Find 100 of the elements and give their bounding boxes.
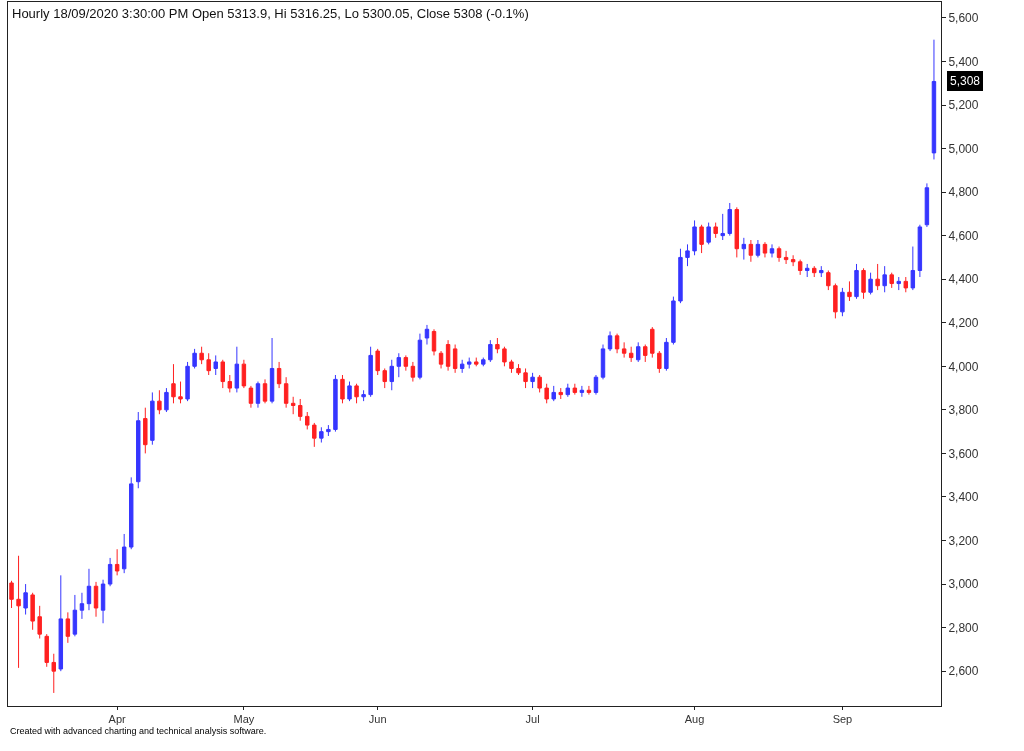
- candlestick: [220, 359, 225, 389]
- candlestick: [178, 381, 183, 404]
- candlestick: [206, 352, 211, 376]
- candlestick: [671, 296, 676, 346]
- candlestick: [488, 339, 493, 363]
- candlestick: [896, 276, 901, 291]
- candlestick: [819, 265, 824, 278]
- candlestick: [23, 583, 28, 616]
- candlestick: [706, 222, 711, 245]
- candlestick: [354, 383, 359, 404]
- candlestick: [565, 383, 571, 398]
- candlestick: [495, 337, 500, 354]
- y-tick-label: 4,000: [948, 359, 979, 374]
- x-tick-label: Apr: [108, 713, 127, 726]
- candlestick: [107, 557, 113, 587]
- candlestick: [628, 346, 634, 363]
- candlestick: [262, 378, 268, 404]
- candlestick: [241, 359, 247, 389]
- candlestick: [30, 592, 35, 631]
- candlestick: [283, 376, 289, 409]
- candlestick: [474, 357, 479, 367]
- x-tick-label: Jul: [525, 713, 540, 726]
- y-tick-label: 5,400: [948, 54, 979, 69]
- candlestick: [931, 39, 937, 160]
- y-tick-label: 2,800: [948, 620, 979, 635]
- text: Created with advanced charting and technical analysis software.: [10, 726, 267, 736]
- candlestick: [741, 237, 747, 261]
- candlestick: [558, 387, 563, 400]
- candlestick: [417, 333, 423, 380]
- y-tick-label: 4,600: [948, 228, 979, 243]
- candlestick: [37, 605, 42, 639]
- candlestick: [572, 383, 578, 396]
- candlestick: [804, 263, 810, 278]
- candlestick: [537, 374, 542, 393]
- candlestick: [664, 337, 669, 372]
- candlestick: [51, 653, 56, 694]
- candlestick: [826, 269, 831, 291]
- candlestick: [248, 385, 254, 409]
- candlestick: [586, 385, 592, 396]
- candlestick: [650, 326, 655, 359]
- candlestick: [58, 574, 64, 672]
- candlestick: [276, 361, 282, 389]
- candlestick: [635, 341, 641, 363]
- candlestick: [171, 363, 176, 404]
- candlestick: [713, 222, 718, 239]
- candlestick: [614, 333, 620, 354]
- candlestick: [290, 396, 296, 415]
- candlestick: [438, 350, 444, 369]
- candlestick: [129, 476, 134, 550]
- candlestick: [509, 359, 514, 374]
- candlestick: [523, 367, 528, 389]
- candlestick: [65, 611, 71, 644]
- candlestick: [889, 272, 894, 289]
- candlestick: [368, 346, 373, 398]
- y-tick-label: 4,200: [948, 315, 979, 330]
- candlestick: [833, 283, 838, 319]
- y-tick-label: 3,600: [948, 446, 979, 461]
- y-tick-label: 5,000: [948, 141, 979, 156]
- candlestick: [79, 592, 85, 620]
- candlestick: [424, 324, 430, 346]
- x-tick-label: Sep: [832, 713, 853, 726]
- candlestick: [910, 246, 916, 291]
- candlestick: [410, 361, 416, 383]
- candlestick: [121, 533, 127, 574]
- candlestick: [812, 265, 817, 278]
- candlestick: [903, 276, 909, 293]
- candlestick: [502, 346, 507, 367]
- candlestick: [685, 243, 690, 267]
- candlestick: [854, 263, 859, 300]
- candlestick: [755, 239, 761, 258]
- candlestick: [776, 246, 782, 263]
- candlestick: [657, 350, 662, 374]
- candlestick: [445, 339, 451, 372]
- candlestick: [875, 263, 880, 291]
- candlestick: [213, 354, 218, 376]
- candlestick: [699, 224, 704, 254]
- candlestick: [607, 330, 613, 352]
- candlestick: [579, 385, 585, 398]
- candlestick: [157, 389, 162, 415]
- candlestick: [16, 555, 21, 669]
- candlestick: [319, 426, 324, 444]
- candlestick: [917, 224, 923, 278]
- candlestick: [164, 387, 169, 413]
- candlestick: [882, 265, 887, 293]
- y-tick-label: 2,600: [948, 664, 979, 679]
- candlestick: [143, 407, 148, 454]
- candlestick: [361, 389, 366, 402]
- y-tick-label: 5,200: [948, 98, 979, 113]
- candlestick: [333, 374, 338, 433]
- candlestick: [530, 372, 535, 389]
- candlestick: [769, 243, 775, 258]
- y-tick-label: 4,400: [948, 272, 979, 287]
- x-tick-label: May: [233, 713, 255, 726]
- candlestick: [790, 254, 796, 267]
- chart-title: Hourly 18/09/2020 3:30:00 PM Open 5313.9, Hi 5316.25, Lo 5300.05, Close 5308 (-0.1%): [12, 5, 529, 21]
- candlestick: [192, 348, 197, 369]
- candlestick: [86, 568, 92, 611]
- candlestick: [375, 348, 380, 376]
- candlestick: [100, 579, 106, 624]
- candlestick: [481, 357, 486, 367]
